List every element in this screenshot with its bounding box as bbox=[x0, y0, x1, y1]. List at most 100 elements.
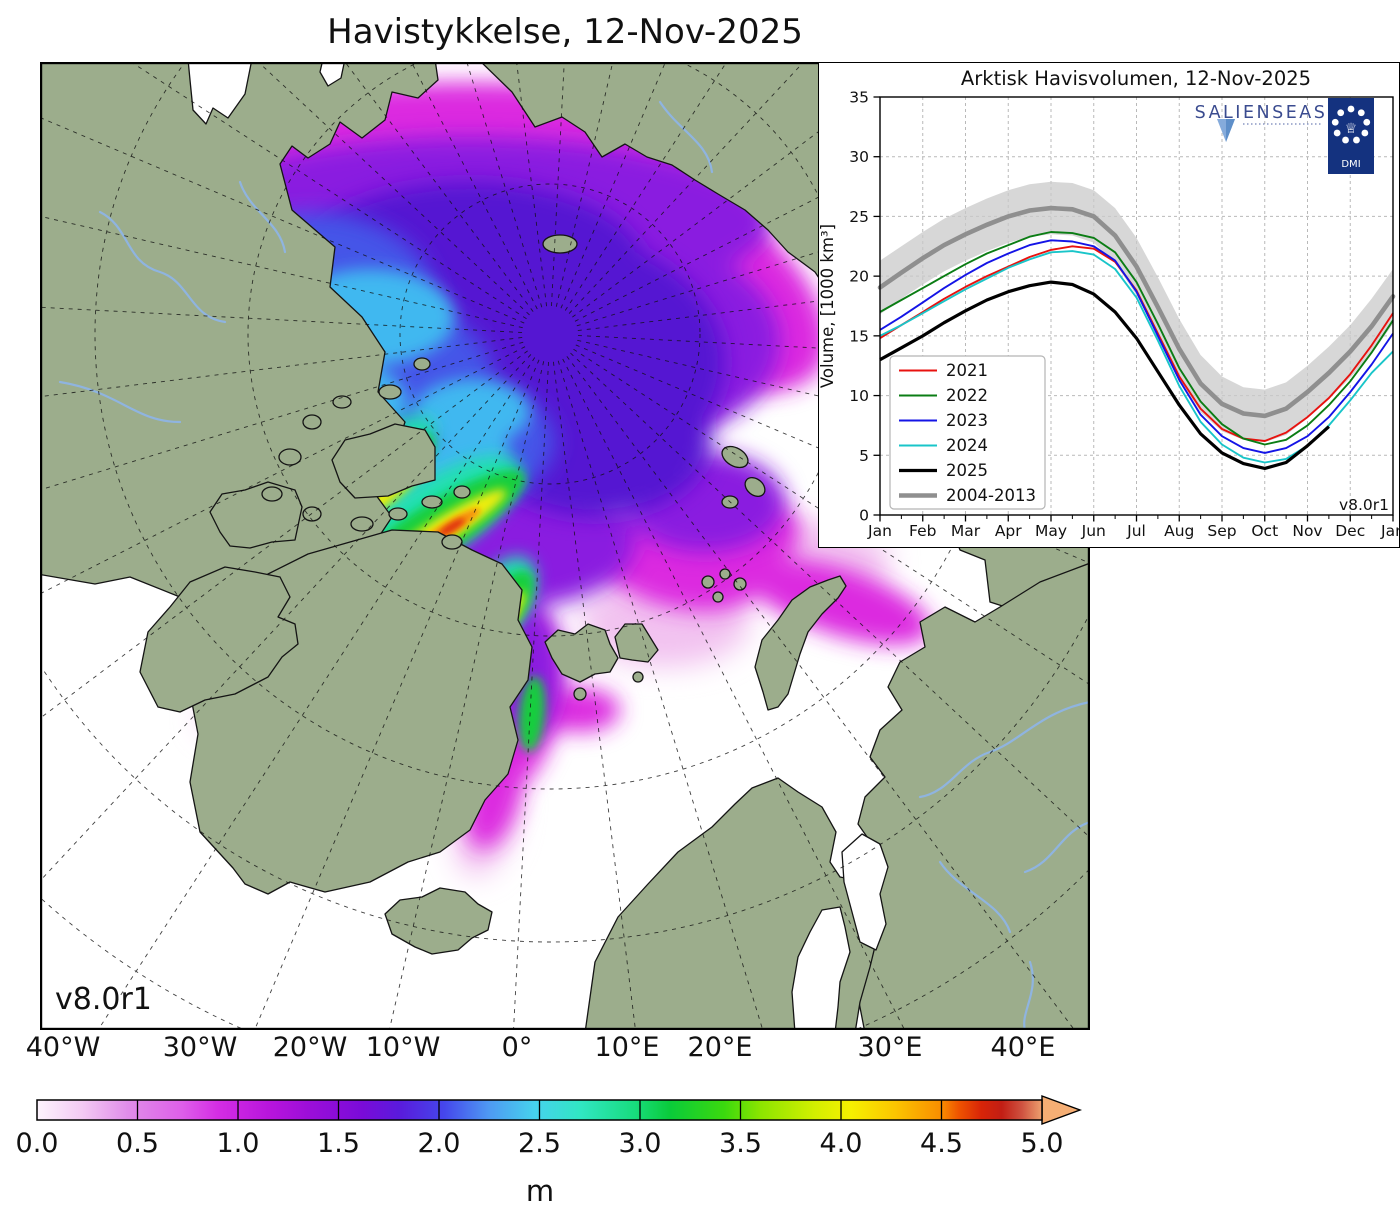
legend-label-2004-2013: 2004-2013 bbox=[946, 486, 1036, 505]
series-line-2022 bbox=[879, 231, 1394, 446]
dmi-crown-icon: ♕ bbox=[1345, 121, 1358, 137]
colorbar-tick-label: 5.0 bbox=[1021, 1128, 1064, 1159]
x-tick-label: Mar bbox=[951, 522, 981, 540]
meridian-line bbox=[575, 344, 1090, 564]
dmi-logo: ♕ DMI bbox=[1328, 98, 1374, 174]
longitude-label: 20°W bbox=[272, 1032, 348, 1063]
legend-label-2024: 2024 bbox=[946, 436, 988, 455]
island-svalbard-e bbox=[632, 671, 644, 683]
x-tick-label: Jul bbox=[1126, 522, 1146, 540]
meridian-line bbox=[568, 62, 805, 314]
colorbar-tick-label: 4.0 bbox=[820, 1128, 863, 1159]
dmi-dot bbox=[1363, 118, 1371, 126]
island-arch-11 bbox=[453, 485, 471, 499]
meridian-line bbox=[97, 357, 536, 1030]
colorbar-ticks bbox=[136, 1100, 943, 1120]
island-fjl-4 bbox=[712, 591, 724, 603]
meridian-line bbox=[577, 339, 1090, 460]
x-tick-label: Apr bbox=[995, 522, 1022, 540]
island-arch-8 bbox=[350, 516, 374, 532]
meridian-line bbox=[40, 346, 526, 595]
colorbar-tick-label: 0.0 bbox=[16, 1128, 59, 1159]
colorbar-tick-label: 2.5 bbox=[518, 1128, 561, 1159]
salienseas-logo: SALIENSEAS bbox=[1195, 103, 1328, 142]
y-tick-label: 0 bbox=[859, 507, 869, 525]
meridian-line bbox=[516, 62, 548, 307]
colorbar-tick-label: 3.0 bbox=[619, 1128, 662, 1159]
meridian-line bbox=[560, 62, 666, 309]
meridian-line bbox=[573, 348, 1090, 686]
inset-version-label: v8.0r1 bbox=[1339, 496, 1389, 514]
meridian-line bbox=[410, 62, 538, 310]
salienseas-wordmark: SALIENSEAS bbox=[1195, 103, 1328, 123]
series-line-climatology bbox=[877, 205, 1396, 419]
x-tick-label: Sep bbox=[1207, 522, 1236, 540]
sea-gap-beaufort bbox=[319, 62, 346, 87]
island-arch-12 bbox=[441, 534, 463, 550]
meridian-line bbox=[576, 168, 1090, 327]
dmi-dot bbox=[1333, 129, 1341, 137]
colorbar-tick-label: 0.5 bbox=[116, 1128, 159, 1159]
longitude-label: 40°W bbox=[25, 1032, 101, 1063]
longitude-label: 40°E bbox=[990, 1032, 1056, 1063]
x-tick-label: Oct bbox=[1251, 522, 1278, 540]
y-tick-label: 35 bbox=[849, 89, 869, 107]
y-tick-label: 10 bbox=[849, 387, 869, 405]
x-tick-label: Nov bbox=[1292, 522, 1322, 540]
meridian-line bbox=[40, 215, 523, 329]
series-line-2023 bbox=[879, 239, 1394, 454]
meridian-line bbox=[40, 350, 528, 719]
legend-label-2021: 2021 bbox=[946, 361, 988, 380]
island-arch-3 bbox=[332, 395, 352, 409]
colorbar-tick-labels: 0.0 0.5 1.0 1.5 2.0 2.5 3.0 3.5 4.0 4.5 5.0 bbox=[16, 1128, 1064, 1159]
dmi-dot bbox=[1342, 136, 1349, 144]
meridian-line bbox=[552, 361, 636, 1030]
colorbar-tick-label: 1.5 bbox=[317, 1128, 360, 1159]
meridian-line bbox=[40, 117, 525, 324]
meridian-line bbox=[564, 62, 728, 311]
dmi-dot bbox=[1361, 129, 1369, 137]
x-tick-label: Jan bbox=[1380, 522, 1400, 540]
meridian-line bbox=[562, 358, 906, 1030]
land-iceland bbox=[384, 887, 493, 955]
y-tick-label: 5 bbox=[859, 447, 869, 465]
meridian-line bbox=[344, 62, 534, 312]
dmi-dot bbox=[1357, 109, 1365, 117]
dmi-dot bbox=[1347, 105, 1355, 113]
island-arch-2 bbox=[302, 414, 322, 430]
x-tick-label: Jun bbox=[1081, 522, 1106, 540]
x-tick-label: Dec bbox=[1335, 522, 1365, 540]
meridian-line bbox=[130, 62, 527, 320]
chart-axes: JanFebMarAprMayJunJulAugSepOctNovDecJan0… bbox=[849, 89, 1400, 541]
legend-label-2023: 2023 bbox=[946, 411, 988, 430]
meridian-line bbox=[577, 267, 1090, 332]
meridian-line bbox=[577, 335, 1090, 363]
island-arch-9 bbox=[388, 507, 408, 521]
sea-gap-baltic bbox=[791, 906, 851, 1030]
series-line-2025 bbox=[879, 280, 1330, 470]
island-novaya-zemlya bbox=[754, 575, 847, 711]
island-fjl-2 bbox=[719, 568, 731, 580]
dmi-logo-dots bbox=[1331, 105, 1371, 144]
land-layer bbox=[40, 62, 1090, 1030]
meridian-line bbox=[513, 361, 549, 1030]
latitude-circle bbox=[399, 183, 701, 485]
y-tick-label: 20 bbox=[849, 268, 869, 286]
island-arch-10 bbox=[421, 495, 443, 509]
chart-series-lines bbox=[877, 205, 1396, 470]
longitude-label: 30°W bbox=[162, 1032, 238, 1063]
island-severnaya-2 bbox=[744, 476, 766, 498]
inset-title: Arktisk Havisvolumen, 12-Nov-2025 bbox=[961, 67, 1311, 90]
island-arch-6 bbox=[261, 486, 283, 502]
x-tick-label: Aug bbox=[1164, 522, 1194, 540]
meridian-line bbox=[570, 352, 1090, 839]
meridian-line bbox=[574, 62, 1085, 322]
dmi-wordmark: DMI bbox=[1341, 159, 1360, 170]
colorbar-overflow-arrow bbox=[1041, 1094, 1083, 1126]
dmi-dot bbox=[1353, 136, 1360, 144]
meridian-line bbox=[551, 62, 565, 307]
island-svalbard-ne bbox=[614, 623, 659, 663]
page-title: Havistykkelse, 12-Nov-2025 bbox=[327, 12, 803, 52]
island-arch-5 bbox=[413, 357, 431, 371]
